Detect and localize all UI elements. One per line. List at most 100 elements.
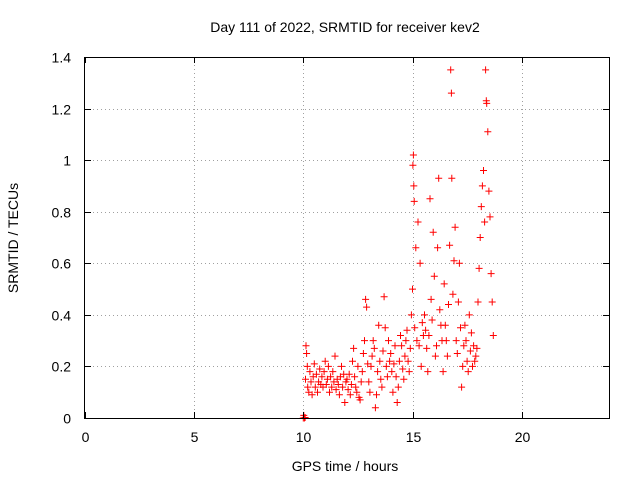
data-point [332, 386, 340, 394]
data-point [311, 383, 319, 391]
data-point [489, 332, 497, 339]
data-point [356, 396, 364, 404]
data-point [374, 368, 382, 376]
data-point [410, 182, 418, 190]
data-point [463, 357, 471, 365]
data-point [312, 370, 320, 378]
y-tick-label: 0.2 [52, 359, 72, 375]
data-point [405, 368, 413, 376]
data-point [440, 280, 448, 288]
data-point [380, 293, 388, 301]
data-point [346, 391, 354, 399]
data-point [434, 244, 442, 252]
data-point [361, 337, 368, 345]
data-point [465, 311, 473, 319]
data-point [467, 329, 475, 337]
data-point [310, 360, 318, 368]
x-tick-label: 0 [82, 429, 90, 445]
y-tick-label: 0.4 [52, 308, 72, 324]
data-point [334, 381, 342, 388]
data-point [445, 301, 452, 308]
data-point [485, 187, 493, 195]
data-point [314, 388, 321, 396]
data-point [352, 383, 360, 391]
plot-frame [84, 57, 610, 419]
data-point [339, 383, 347, 391]
data-point [488, 298, 496, 306]
data-point [480, 167, 487, 174]
data-point [306, 368, 314, 376]
data-point [385, 337, 392, 345]
data-point [391, 342, 399, 350]
data-point [373, 391, 380, 399]
data-point [401, 352, 409, 360]
data-point [476, 234, 484, 241]
data-point [338, 362, 345, 370]
data-point [368, 352, 376, 360]
data-point [442, 337, 450, 345]
data-point [448, 174, 456, 182]
data-point [326, 388, 333, 396]
data-point [343, 375, 351, 383]
data-point [417, 362, 425, 370]
data-point [428, 316, 436, 324]
data-point [460, 342, 468, 350]
data-point [459, 362, 467, 370]
data-point [398, 342, 406, 350]
data-point [335, 391, 343, 399]
data-point [436, 306, 444, 314]
data-point [447, 66, 455, 74]
data-point [422, 326, 430, 334]
data-point [403, 326, 411, 334]
data-point [399, 365, 407, 373]
data-point [303, 350, 311, 357]
data-point [424, 368, 432, 376]
data-point [366, 388, 374, 396]
data-point [462, 337, 470, 345]
data-point [370, 344, 378, 352]
data-point [431, 352, 439, 360]
data-point [484, 128, 492, 136]
y-tick-label: 1.4 [52, 50, 72, 66]
data-point [402, 337, 410, 345]
data-point [450, 257, 458, 265]
data-point [331, 352, 339, 360]
data-point [410, 197, 418, 205]
y-tick-label: 1.2 [52, 102, 72, 118]
data-point [452, 337, 460, 345]
data-point [387, 350, 395, 357]
data-point [441, 321, 449, 329]
data-point [302, 375, 309, 383]
axis-ticks: 0 0.2 0.4 0.6 0.8 1 1.2 1.4 0 5 10 15 20 [52, 50, 609, 445]
data-point [486, 213, 494, 221]
data-point [406, 344, 414, 352]
data-point [400, 375, 408, 383]
data-point [303, 362, 311, 370]
data-point [382, 362, 390, 370]
data-point [316, 365, 324, 373]
data-point [350, 344, 358, 352]
data-point [461, 321, 469, 329]
data-point [413, 337, 421, 345]
data-point [433, 342, 440, 350]
data-point [425, 332, 433, 339]
data-point [454, 298, 462, 306]
data-point [483, 99, 491, 107]
data-point [393, 399, 401, 406]
data-point [390, 360, 398, 368]
data-point [378, 383, 386, 391]
data-point [341, 399, 349, 406]
data-point [389, 388, 397, 396]
data-point [427, 295, 435, 303]
grid-lines [85, 57, 609, 418]
data-point [358, 368, 366, 376]
data-point [481, 218, 489, 226]
data-point [409, 285, 416, 293]
data-point [409, 151, 417, 159]
data-point [464, 368, 472, 376]
data-point [359, 350, 367, 357]
data-point [308, 391, 316, 399]
data-point [446, 241, 454, 249]
data-point [395, 357, 403, 365]
data-point [411, 324, 419, 332]
